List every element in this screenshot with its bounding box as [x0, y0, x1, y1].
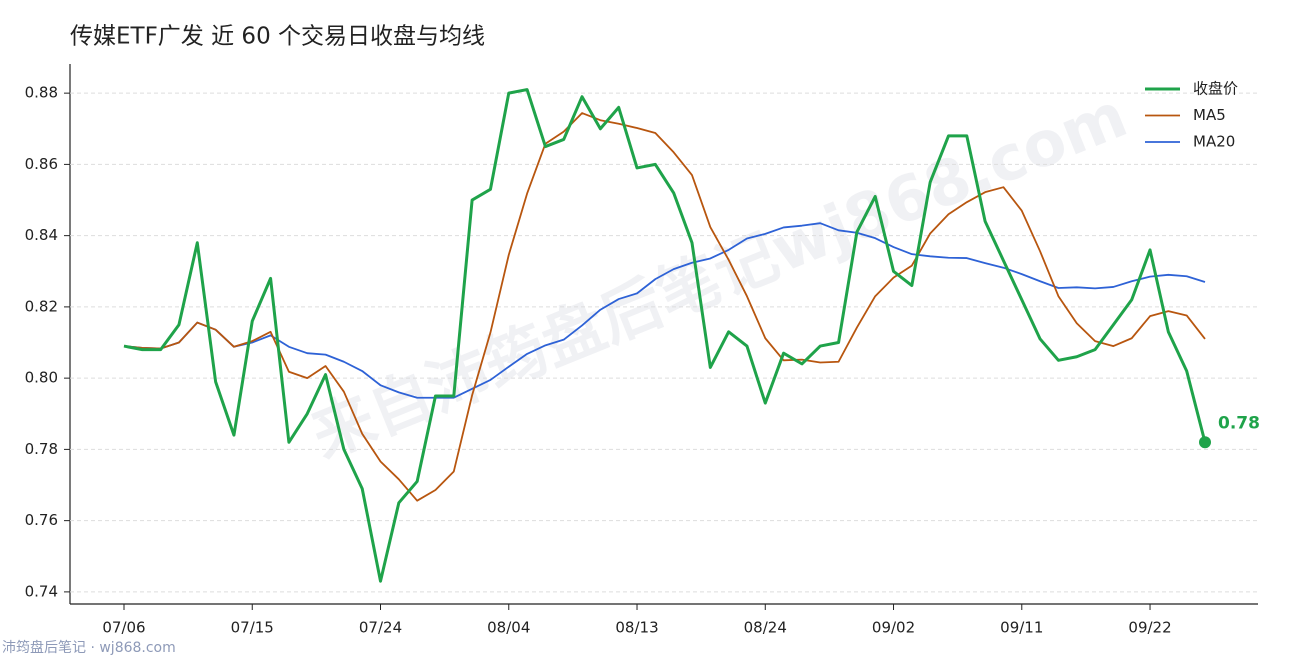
y-tick-label: 0.86 [25, 155, 58, 173]
line [123, 112, 1206, 502]
source: 沛筠盘后笔记 · wj868.com [2, 639, 176, 656]
x-tick-label: 07/15 [231, 619, 274, 637]
y-tick-label: 0.80 [25, 369, 58, 387]
legend-label: MA5 [1193, 106, 1226, 124]
y-tick-label: 0.84 [25, 226, 58, 244]
x-tick-label: 07/24 [359, 619, 402, 637]
x-tick-label: 09/11 [1000, 619, 1043, 637]
x-tick-label: 09/22 [1128, 619, 1171, 637]
x-tick-label: 09/02 [872, 619, 915, 637]
y-tick-label: 0.88 [25, 84, 58, 102]
legend-label: 收盘价 [1193, 80, 1238, 98]
y-tick-label: 0.76 [25, 511, 58, 529]
x-tick-label: 08/13 [615, 619, 658, 637]
end-point [1199, 436, 1211, 449]
x-tick-label: 08/04 [487, 619, 530, 637]
x-tick-label: 07/06 [102, 619, 145, 637]
line [123, 222, 1206, 399]
legend-label: MA20 [1193, 133, 1235, 151]
line [123, 88, 1207, 583]
x-tick-label: 08/24 [744, 619, 787, 637]
value-label: 0.78 [1218, 413, 1260, 433]
y-tick-label: 0.74 [25, 582, 58, 600]
y-tick-label: 0.78 [25, 440, 58, 458]
chart-title: 传媒ETF广发 近 60 个交易日收盘与均线 [70, 24, 485, 50]
y-tick-label: 0.82 [25, 297, 58, 315]
